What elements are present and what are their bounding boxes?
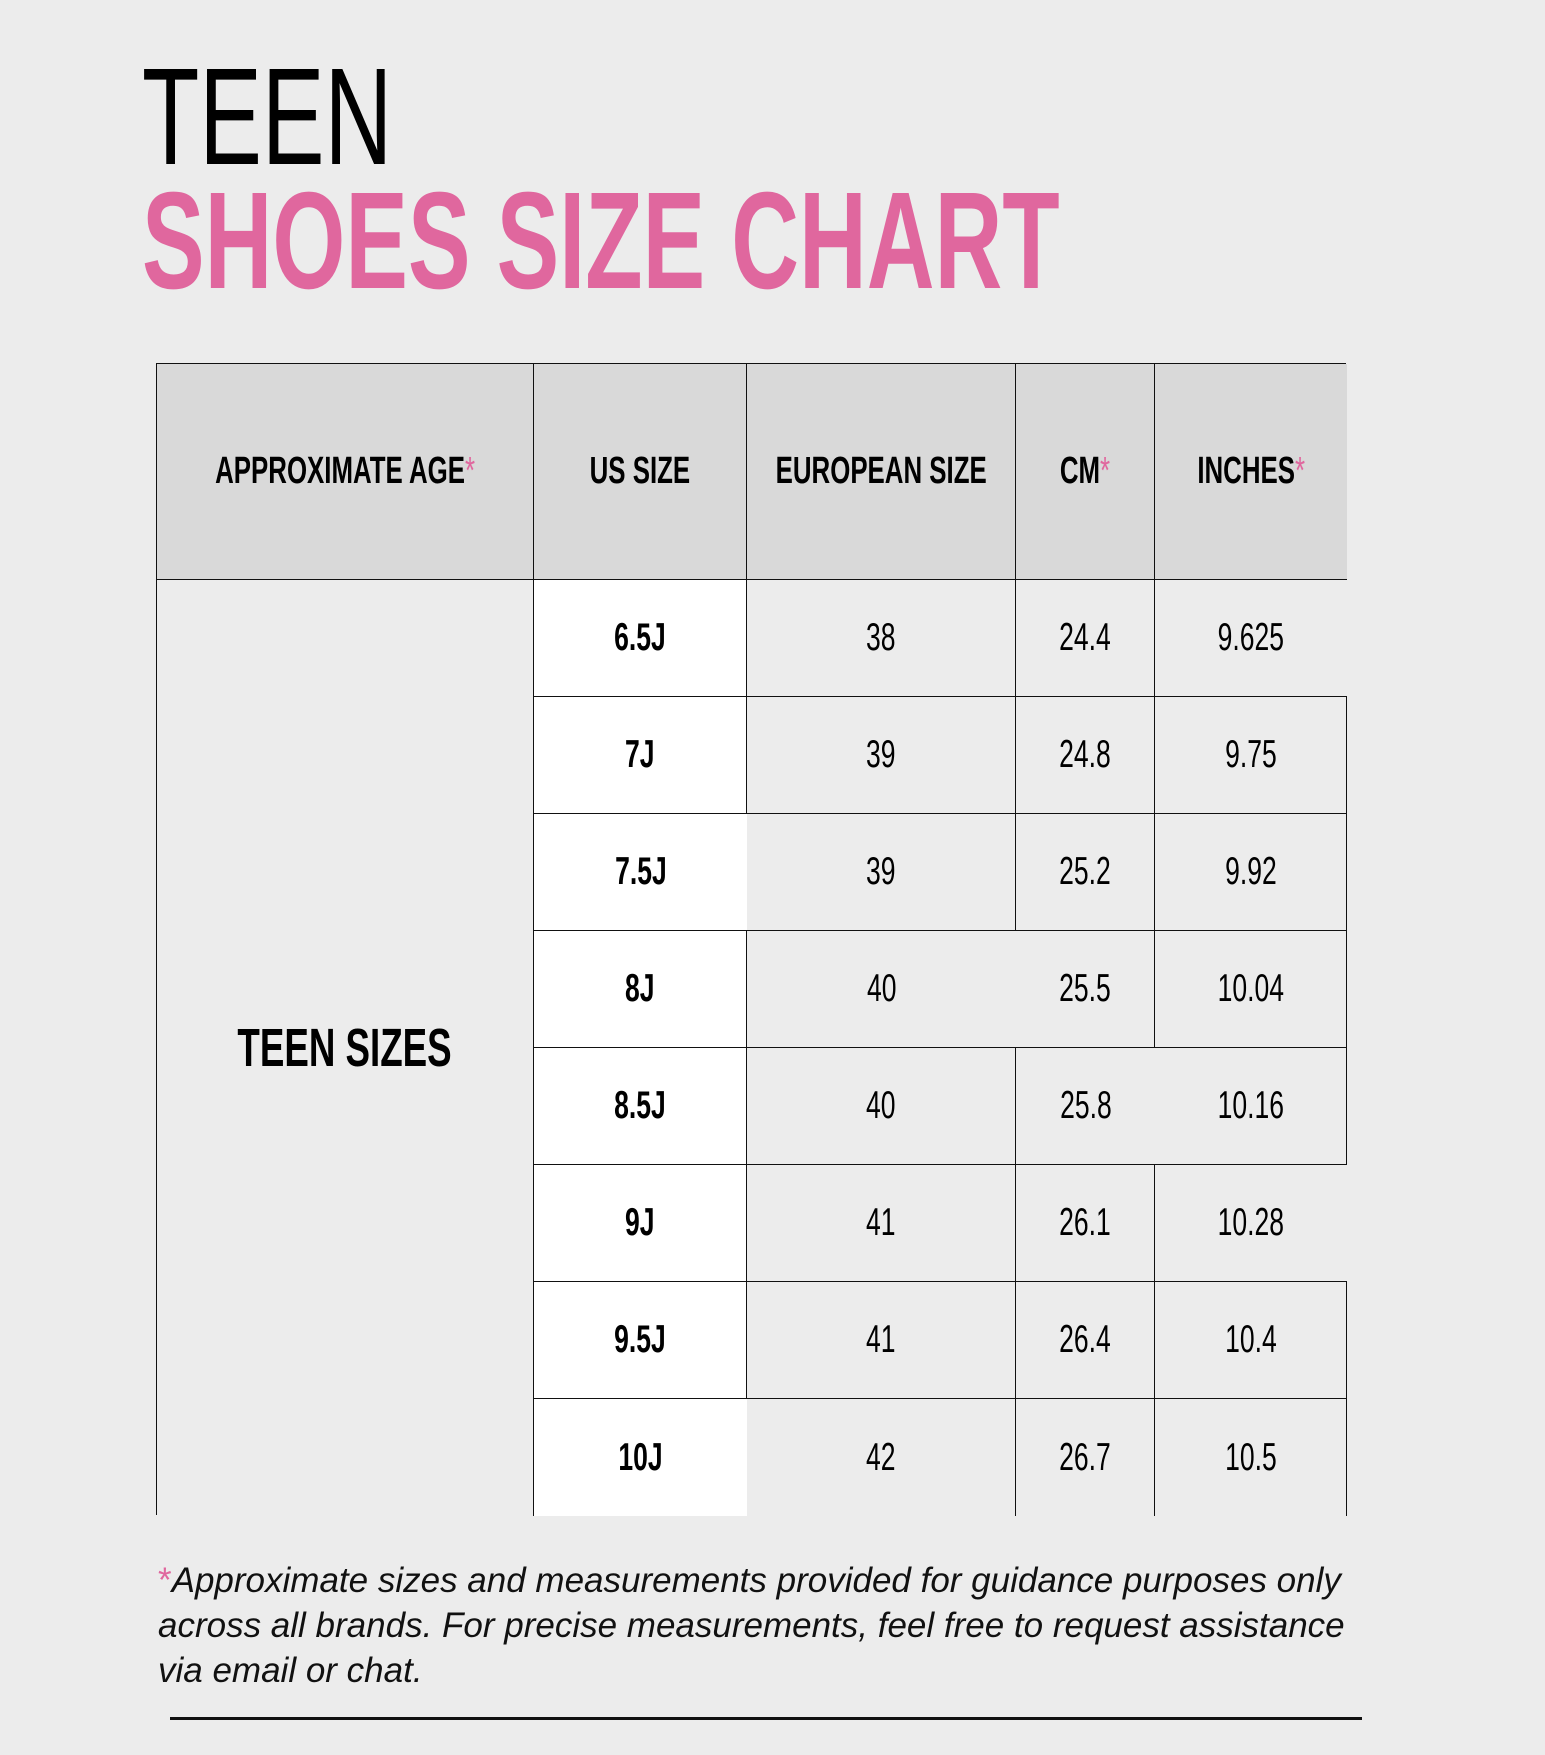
header-us-size: US SIZE <box>534 364 747 580</box>
cm-cell: 24.8 <box>1016 697 1155 814</box>
inches-cell: 9.92 <box>1155 814 1347 931</box>
header-cm: CM* <box>1016 364 1155 580</box>
european-size-cell: 38 <box>747 580 1016 697</box>
inches-cell: 10.04 <box>1155 931 1347 1048</box>
us-size-cell: 6.5J <box>534 580 747 697</box>
us-size-cell: 10J <box>534 1399 747 1516</box>
inches-cell: 9.625 <box>1155 580 1347 697</box>
european-size-cell: 40 <box>747 1048 1016 1165</box>
us-size-cell: 7J <box>534 697 747 814</box>
header-approximate-age: APPROXIMATE AGE* <box>157 364 534 580</box>
cm-cell: 25.8 <box>1016 1048 1155 1165</box>
inches-cell: 10.16 <box>1155 1048 1347 1165</box>
european-size-cell: 41 <box>747 1282 1016 1399</box>
cm-cell: 25.5 <box>1016 931 1155 1048</box>
cm-cell: 24.4 <box>1016 580 1155 697</box>
header-inches: INCHES* <box>1155 364 1347 580</box>
title-teen: TEEN <box>142 40 393 194</box>
header-european-size: EUROPEAN SIZE <box>747 364 1016 580</box>
european-size-cell: 40 <box>747 931 1016 1048</box>
inches-cell: 10.28 <box>1155 1165 1347 1282</box>
inches-cell: 9.75 <box>1155 697 1347 814</box>
cm-cell: 26.4 <box>1016 1282 1155 1399</box>
footnote-asterisk: * <box>158 1561 172 1600</box>
european-size-cell: 39 <box>747 814 1016 931</box>
divider-line <box>170 1717 1362 1720</box>
inches-cell: 10.4 <box>1155 1282 1347 1399</box>
us-size-cell: 7.5J <box>534 814 747 931</box>
footnote-text: Approximate sizes and measurements provi… <box>158 1561 1345 1690</box>
us-size-cell: 9J <box>534 1165 747 1282</box>
cm-cell: 26.1 <box>1016 1165 1155 1282</box>
european-size-cell: 41 <box>747 1165 1016 1282</box>
inches-cell: 10.5 <box>1155 1399 1347 1516</box>
european-size-cell: 39 <box>747 697 1016 814</box>
size-chart-table: APPROXIMATE AGE* US SIZE EUROPEAN SIZE C… <box>156 363 1347 1516</box>
us-size-cell: 8J <box>534 931 747 1048</box>
title-shoes-size-chart: SHOES SIZE CHART <box>142 164 1060 318</box>
cm-cell: 25.2 <box>1016 814 1155 931</box>
us-size-cell: 9.5J <box>534 1282 747 1399</box>
age-group-cell: TEEN SIZES <box>157 580 534 1516</box>
european-size-cell: 42 <box>747 1399 1016 1516</box>
us-size-cell: 8.5J <box>534 1048 747 1165</box>
footnote: *Approximate sizes and measurements prov… <box>158 1558 1358 1693</box>
cm-cell: 26.7 <box>1016 1399 1155 1516</box>
